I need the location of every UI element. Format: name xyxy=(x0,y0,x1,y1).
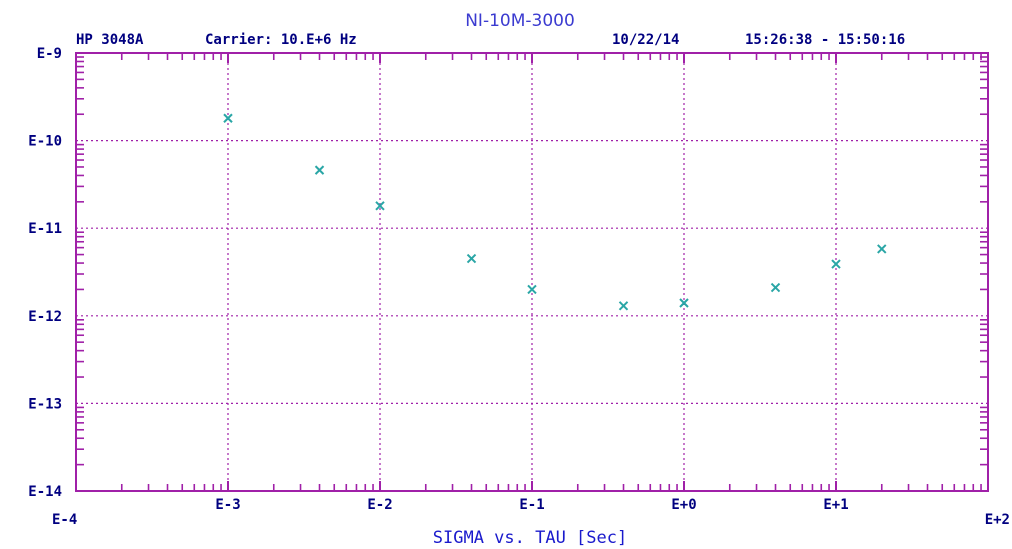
x-tick-label: E+1 xyxy=(823,497,848,513)
instrument-label: HP 3048A xyxy=(76,32,144,48)
y-tick-label: E-9 xyxy=(37,46,62,62)
data-point-marker xyxy=(466,253,477,264)
chart-title: NI-10M-3000 xyxy=(465,11,575,31)
carrier-label: Carrier: 10.E+6 Hz xyxy=(205,32,357,48)
axis-ticks xyxy=(76,53,988,491)
x-axis-label: SIGMA vs. TAU [Sec] xyxy=(433,528,627,548)
data-point-marker xyxy=(877,244,887,254)
data-point-marker xyxy=(375,201,385,211)
x-tick-label: E+2 xyxy=(985,512,1010,528)
x-tick-label: E-4 xyxy=(52,512,77,528)
y-tick-label: E-10 xyxy=(28,134,62,150)
plot-frame xyxy=(75,52,989,492)
data-point-marker xyxy=(679,298,689,308)
x-tick-labels: E-4 E-3 E-2 E-1 E+0 E+1 E+2 xyxy=(52,497,1010,528)
x-tick-label: E-2 xyxy=(367,497,392,513)
x-tick-label: E+0 xyxy=(671,497,696,513)
data-point-marker xyxy=(831,259,841,269)
x-tick-label: E-1 xyxy=(519,497,544,513)
y-tick-label: E-11 xyxy=(28,221,62,237)
data-point-marker xyxy=(223,113,233,123)
y-tick-label: E-13 xyxy=(28,396,62,412)
data-points xyxy=(223,113,887,311)
x-tick-label: E-3 xyxy=(215,497,240,513)
data-point-marker xyxy=(314,165,325,175)
y-tick-label: E-12 xyxy=(28,309,62,325)
data-point-marker xyxy=(770,282,781,293)
grid-lines xyxy=(76,53,988,491)
y-tick-labels: E-9 E-10 E-11 E-12 E-13 E-14 xyxy=(28,46,62,500)
data-point-marker xyxy=(618,301,629,311)
date-label: 10/22/14 xyxy=(612,32,679,48)
data-point-marker xyxy=(527,284,537,295)
y-tick-label: E-14 xyxy=(28,484,62,500)
time-range-label: 15:26:38 - 15:50:16 xyxy=(745,32,905,48)
